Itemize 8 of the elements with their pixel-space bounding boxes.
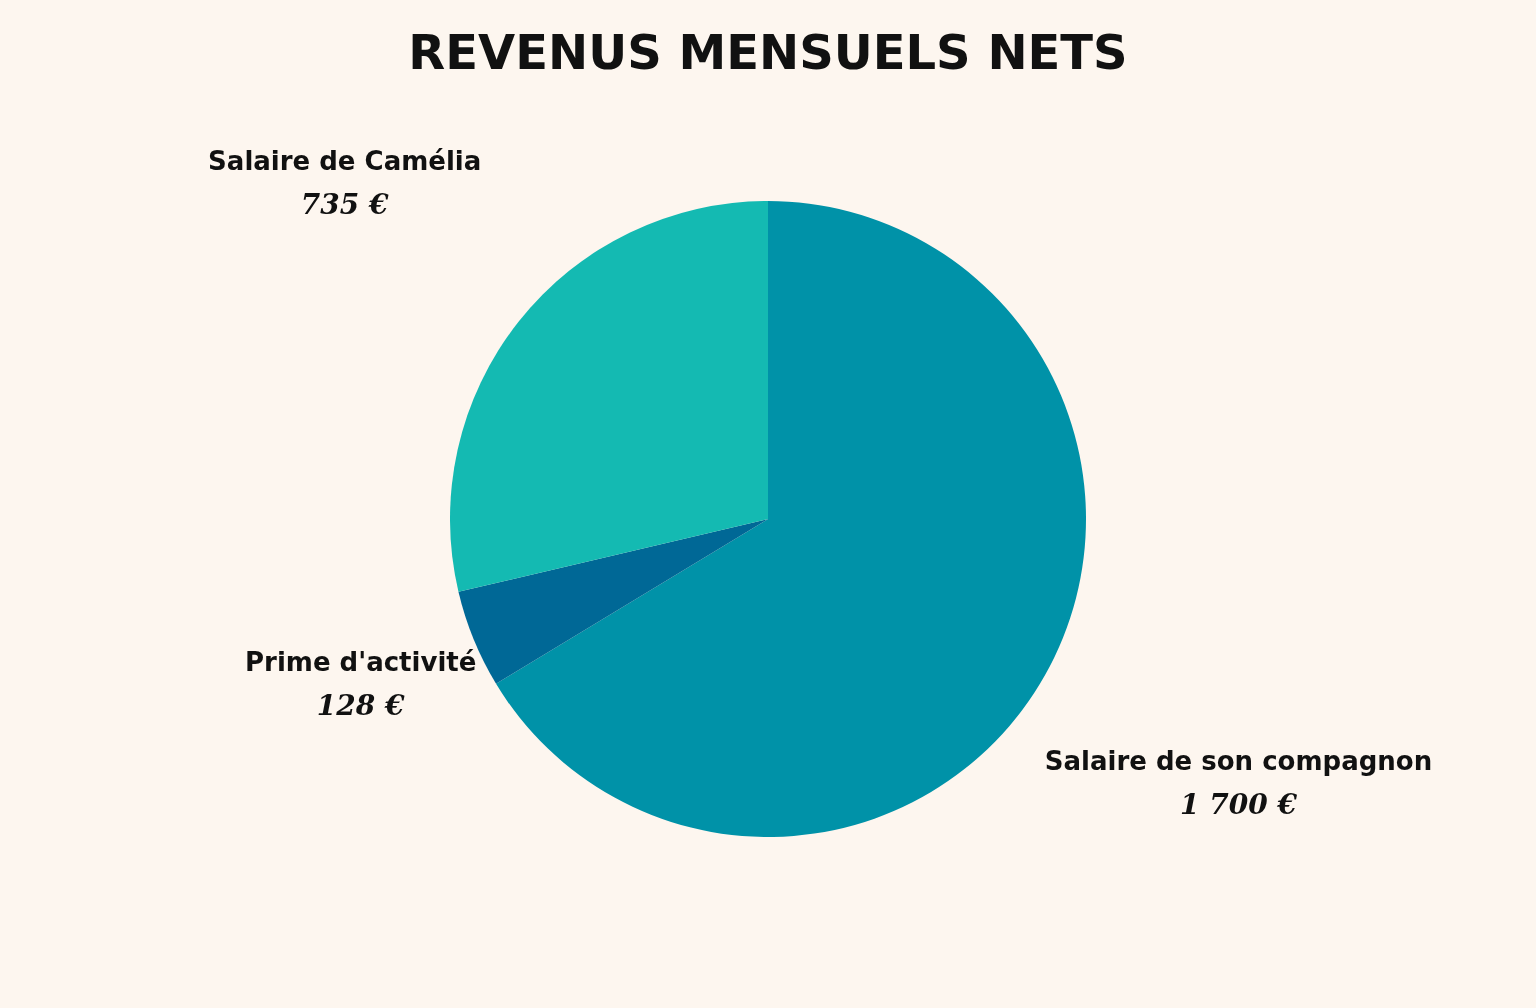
data-label: 1 700 € xyxy=(1180,788,1298,822)
pie-slice xyxy=(450,201,768,592)
chart-title: REVENUS MENSUELS NETS xyxy=(408,23,1128,80)
data-label: 128 € xyxy=(316,689,406,723)
slice-label: Salaire de Camélia xyxy=(208,145,482,176)
slice-label: Salaire de son compagnon xyxy=(1044,746,1433,777)
slice-label: Prime d'activité xyxy=(245,647,477,678)
data-label: 735 € xyxy=(300,187,390,221)
